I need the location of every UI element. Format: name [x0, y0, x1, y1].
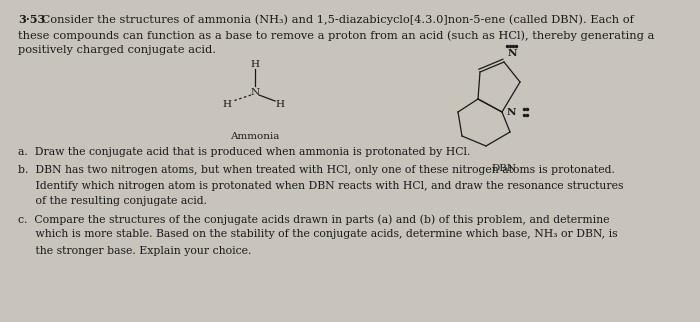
Text: N: N: [508, 49, 517, 58]
Text: c.  Compare the structures of the conjugate acids drawn in parts (a) and (b) of : c. Compare the structures of the conjuga…: [18, 214, 610, 224]
Text: DBN: DBN: [491, 164, 517, 173]
Text: H: H: [223, 99, 232, 109]
Text: Consider the structures of ammonia (NH₃) and 1,5-diazabicyclo[4.3.0]non-5-ene (c: Consider the structures of ammonia (NH₃)…: [38, 14, 634, 24]
Text: N: N: [251, 88, 260, 97]
Text: H: H: [276, 99, 284, 109]
Text: these compounds can function as a base to remove a proton from an acid (such as : these compounds can function as a base t…: [18, 30, 655, 41]
Text: N: N: [507, 108, 517, 117]
Text: H: H: [251, 60, 260, 69]
Text: of the resulting conjugate acid.: of the resulting conjugate acid.: [18, 196, 207, 206]
Text: a.  Draw the conjugate acid that is produced when ammonia is protonated by HCl.: a. Draw the conjugate acid that is produ…: [18, 147, 470, 157]
Text: 3·53: 3·53: [18, 14, 46, 25]
Text: the stronger base. Explain your choice.: the stronger base. Explain your choice.: [18, 246, 251, 256]
Text: Ammonia: Ammonia: [230, 132, 280, 141]
Text: b.  DBN has two nitrogen atoms, but when treated with HCl, only one of these nit: b. DBN has two nitrogen atoms, but when …: [18, 165, 615, 175]
Text: Identify which nitrogen atom is protonated when DBN reacts with HCl, and draw th: Identify which nitrogen atom is protonat…: [18, 181, 624, 191]
Text: which is more stable. Based on the stability of the conjugate acids, determine w: which is more stable. Based on the stabi…: [18, 229, 617, 239]
Text: positively charged conjugate acid.: positively charged conjugate acid.: [18, 45, 216, 55]
